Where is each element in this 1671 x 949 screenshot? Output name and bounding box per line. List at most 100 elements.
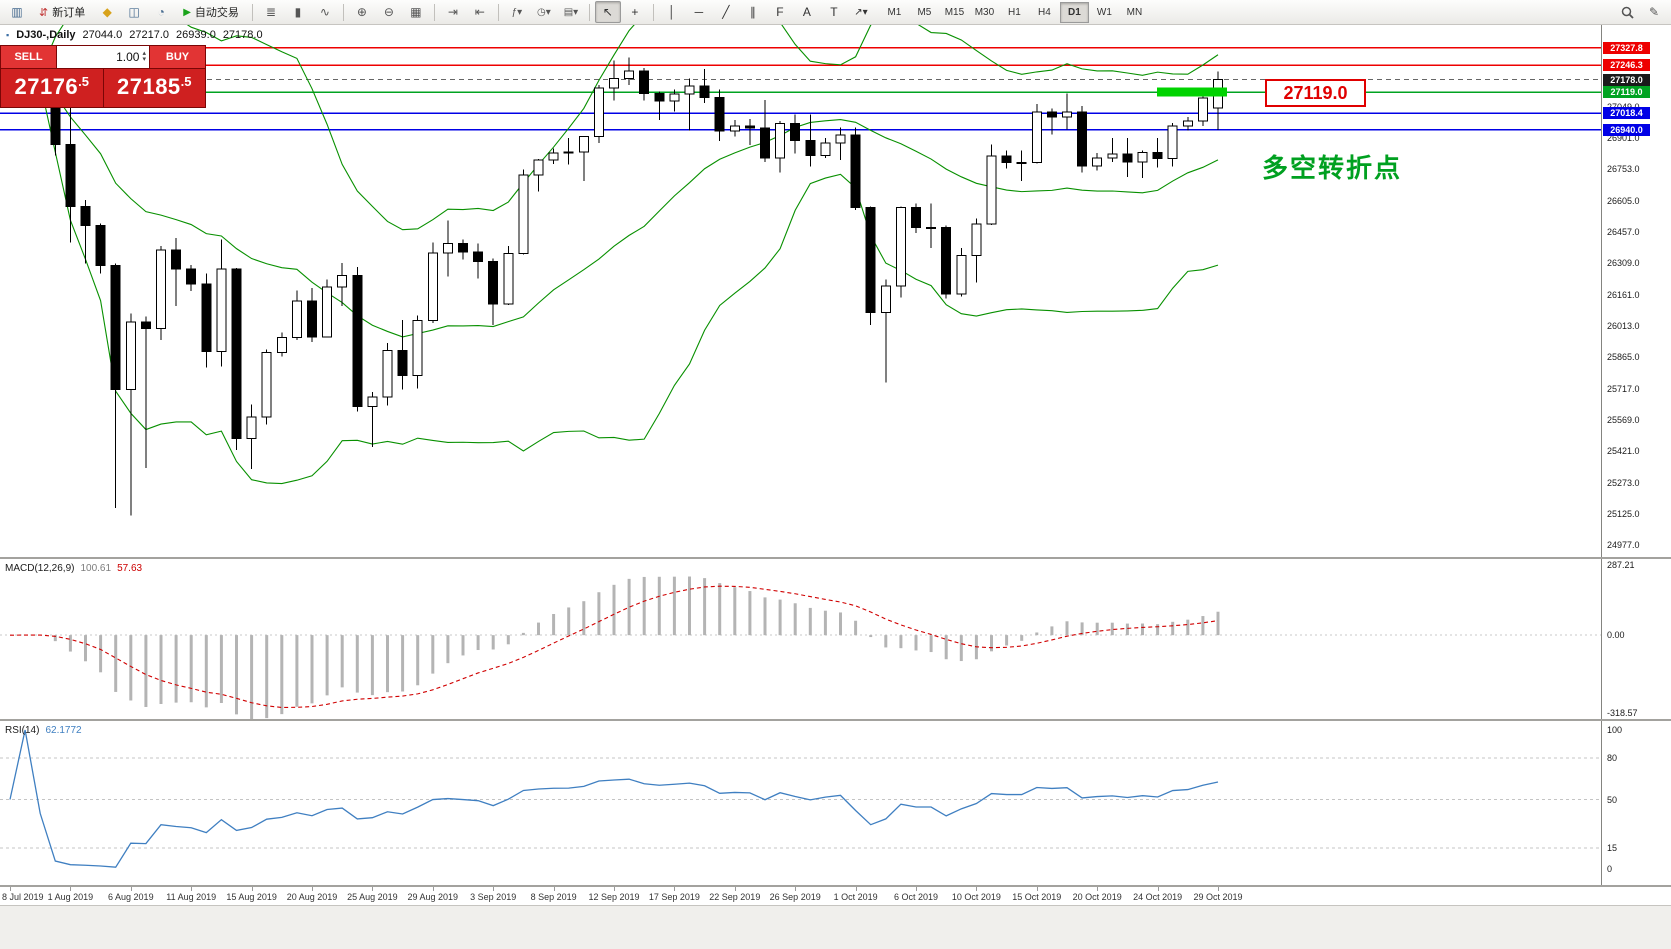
macd-chart[interactable] (0, 559, 1601, 721)
terminal-icon[interactable]: ◔ (157, 5, 165, 19)
timeframe-group: M1 M5 M15 M30 H1 H4 D1 W1 MN (880, 1, 1149, 23)
price-grid-label: 25717.0 (1607, 383, 1640, 394)
toolbar-separator (342, 3, 344, 21)
horizontal-line-icon[interactable]: ─ (694, 5, 704, 19)
rsi-chart[interactable] (0, 721, 1601, 885)
price-tag-27018.4: 27018.4 (1603, 107, 1650, 120)
buy-price[interactable]: 27185 .5 (104, 69, 206, 107)
timeframe-H1[interactable]: H1 (1008, 6, 1021, 18)
price-grid-label: 26605.0 (1607, 195, 1640, 206)
text-icon[interactable]: A (802, 5, 811, 19)
macd-main-value: 100.61 (80, 563, 112, 574)
periods-icon[interactable]: ◷▾ (537, 6, 551, 18)
timeframe-MN[interactable]: MN (1126, 6, 1143, 18)
rsi-value: 62.1772 (45, 725, 82, 736)
price-callout-label[interactable]: 27119.0 (1265, 79, 1366, 107)
timeframe-D1[interactable]: D1 (1059, 1, 1089, 23)
date-label: 6 Oct 2019 (893, 892, 939, 902)
trendline-icon[interactable]: ╱ (722, 5, 730, 19)
rsi-panel[interactable] (0, 721, 1601, 885)
date-tick (855, 887, 857, 891)
date-tick (493, 887, 495, 891)
toolbar-separator (433, 3, 435, 21)
timeframe-M5[interactable]: M5 (917, 6, 932, 18)
date-label: 29 Aug 2019 (407, 892, 459, 902)
date-tick (1157, 887, 1159, 891)
new-order-button[interactable]: ⇵ 新订单 (31, 1, 93, 23)
vertical-line-icon[interactable]: │ (668, 5, 676, 19)
sell-price[interactable]: 27176 .5 (1, 69, 103, 107)
candlestick-chart[interactable] (0, 0, 1601, 557)
price-grid-label: 26753.0 (1607, 164, 1640, 175)
zoom-out-icon[interactable]: ⊖ (383, 5, 394, 19)
bar-chart-icon[interactable]: ≣ (265, 5, 276, 19)
crosshair-icon[interactable]: + (631, 5, 639, 19)
buy-price-fraction: .5 (180, 74, 192, 89)
price-grid-label: 27049.0 (1607, 102, 1640, 112)
date-tick (191, 887, 193, 891)
sell-button[interactable]: SELL (1, 46, 56, 68)
price-tag-27178.0: 27178.0 (1603, 73, 1650, 86)
price-grid-label: 25865.0 (1607, 352, 1640, 363)
timeframe-M1[interactable]: M1 (887, 6, 902, 18)
equidistant-channel-icon[interactable]: ∥ (749, 5, 756, 19)
volume-down-button[interactable]: ▾ (142, 56, 146, 63)
price-grid-label: 25421.0 (1607, 446, 1640, 457)
new-order-button-label: 新订单 (52, 7, 86, 19)
volume-up-button[interactable]: ▴ (142, 50, 146, 57)
buy-button[interactable]: BUY (150, 46, 205, 68)
timeframe-H4[interactable]: H4 (1038, 6, 1051, 18)
date-label: 17 Sep 2019 (648, 892, 700, 902)
fibonacci-icon[interactable]: F (776, 5, 784, 19)
edit-icon[interactable]: ✎ (1648, 5, 1660, 19)
toolbar-separator (251, 3, 253, 21)
price-grid-label: 26013.0 (1607, 321, 1640, 331)
play-icon: ▶ (183, 6, 191, 18)
trade-panel-divider (102, 69, 104, 107)
autotrading-button[interactable]: ▶ 自动交易 (175, 1, 247, 23)
indicators-icon[interactable]: ƒ▾ (511, 6, 523, 18)
zoom-in-icon[interactable]: ⊕ (356, 5, 367, 19)
rsi-axis-label: 0 (1607, 864, 1613, 874)
main-chart-area[interactable] (0, 0, 1601, 557)
one-click-trading-panel: SELL 1.00 ▴ ▾ BUY 27176 .5 27185 .5 (0, 45, 206, 108)
date-tick (1097, 887, 1099, 891)
date-label: 1 Aug 2019 (47, 892, 94, 902)
volume-input[interactable]: 1.00 ▴ ▾ (56, 46, 150, 68)
panel-separator[interactable] (0, 719, 1671, 721)
text-label-icon[interactable]: T (830, 5, 838, 19)
search-icon[interactable] (1614, 1, 1640, 23)
candlestick-chart-icon[interactable]: ▮ (294, 5, 302, 19)
date-tick (130, 887, 132, 891)
charts-icon[interactable]: ▥ (11, 5, 23, 19)
price-axis[interactable]: 27049.0 26901.0 26753.0 26605.0 26457.0 26309… (1601, 25, 1671, 557)
toolbar-separator (497, 3, 499, 21)
metaeditor-icon[interactable]: ◆ (102, 5, 112, 19)
auto-scroll-icon[interactable]: ⇥ (447, 5, 458, 19)
line-chart-icon[interactable]: ∿ (319, 5, 330, 19)
cursor-icon[interactable]: ↖ (594, 1, 621, 23)
market-watch-icon[interactable]: ◫ (128, 5, 140, 19)
order-icon: ⇵ (39, 6, 49, 19)
timeframe-W1[interactable]: W1 (1096, 6, 1112, 18)
time-axis[interactable]: 8 Jul 2019 1 Aug 2019 6 Aug 2019 11 Aug 201… (0, 887, 1671, 905)
turning-point-annotation: 多空转折点 (1262, 153, 1403, 183)
tile-windows-icon[interactable]: ▦ (410, 5, 422, 19)
date-tick (70, 887, 72, 891)
date-tick (795, 887, 797, 891)
toolbar-right-group: ✎ (1614, 1, 1667, 23)
date-tick (553, 887, 555, 891)
chart-shift-icon[interactable]: ⇤ (474, 5, 485, 19)
macd-name: MACD(12,26,9) (5, 563, 75, 574)
panel-separator[interactable] (0, 557, 1671, 559)
date-label: 1 Oct 2019 (833, 892, 878, 902)
macd-axis[interactable]: 287.21 0.00 -318.57 (1601, 559, 1671, 719)
templates-icon[interactable]: ▤▾ (563, 6, 579, 18)
macd-panel[interactable] (0, 559, 1601, 721)
rsi-indicator-label: RSI(14) 62.1772 (5, 725, 82, 736)
timeframe-M30[interactable]: M30 (974, 6, 995, 18)
timeframe-M15[interactable]: M15 (944, 6, 965, 18)
arrows-icon[interactable]: ↗▾ (854, 6, 868, 18)
rsi-axis[interactable]: 100 80 50 15 0 (1601, 721, 1671, 885)
close-value: 27178.0 (222, 29, 263, 41)
